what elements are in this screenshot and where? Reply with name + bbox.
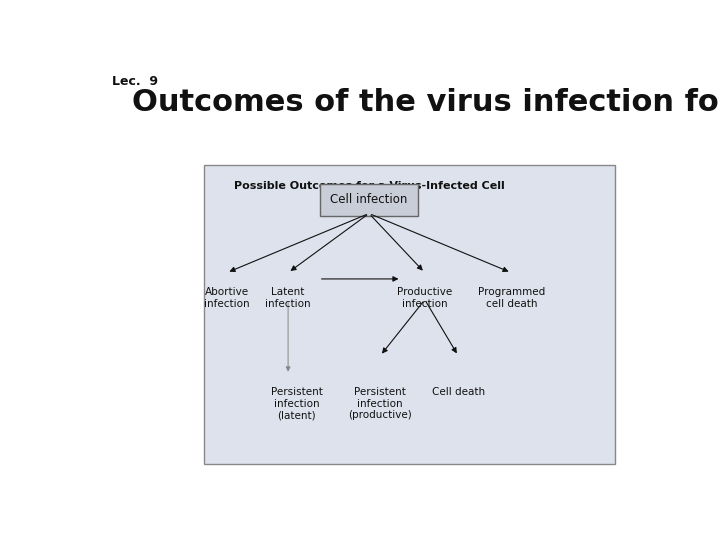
Text: Lec.  9: Lec. 9 <box>112 75 158 88</box>
Text: Possible Outcomes for a Virus-Infected Cell: Possible Outcomes for a Virus-Infected C… <box>233 181 505 191</box>
Text: Cell death: Cell death <box>432 387 485 397</box>
Text: Productive
infection: Productive infection <box>397 287 452 309</box>
Text: Persistent
infection
(productive): Persistent infection (productive) <box>348 387 412 420</box>
Text: Latent
infection: Latent infection <box>265 287 311 309</box>
FancyBboxPatch shape <box>320 184 418 215</box>
Text: Abortive
infection: Abortive infection <box>204 287 250 309</box>
Text: Programmed
cell death: Programmed cell death <box>477 287 545 309</box>
Text: Persistent
infection
(latent): Persistent infection (latent) <box>271 387 323 420</box>
Text: Cell infection: Cell infection <box>330 193 408 206</box>
Text: Outcomes of the virus infection for the host: Outcomes of the virus infection for the … <box>132 87 720 117</box>
FancyBboxPatch shape <box>204 165 615 464</box>
